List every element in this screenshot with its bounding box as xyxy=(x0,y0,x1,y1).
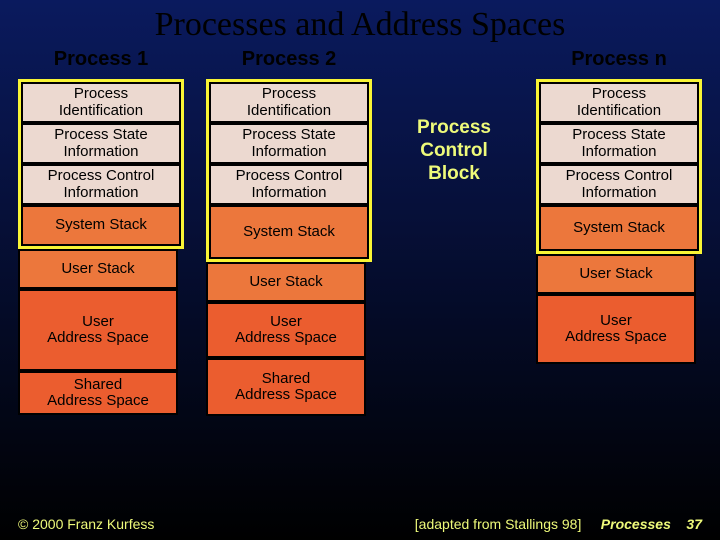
diagram-block: Process ControlInformation xyxy=(539,164,699,205)
footer-right: [adapted from Stallings 98] Processes 37 xyxy=(415,516,702,532)
diagram-block: Process StateInformation xyxy=(209,123,369,164)
diagram-block: User Stack xyxy=(206,262,366,302)
diagram-block: Process StateInformation xyxy=(539,123,699,164)
diagram-block: ProcessIdentification xyxy=(21,82,181,123)
diagram-block: User Stack xyxy=(18,249,178,289)
process-stack: ProcessIdentificationProcess StateInform… xyxy=(18,79,184,415)
footer-page-number: 37 xyxy=(686,516,702,532)
process-stack: ProcessIdentificationProcess StateInform… xyxy=(206,79,372,416)
column-header: Process 2 xyxy=(242,48,337,71)
pcb-group: ProcessIdentificationProcess StateInform… xyxy=(536,79,702,254)
process-stack: ProcessIdentificationProcess StateInform… xyxy=(536,79,702,364)
process-column: Process n ProcessIdentificationProcess St… xyxy=(536,48,702,416)
process-column: Process 1 ProcessIdentificationProcess St… xyxy=(18,48,184,416)
pcb-label: ProcessControlBlock xyxy=(417,117,491,185)
diagram-block: SharedAddress Space xyxy=(18,371,178,415)
diagram-block: System Stack xyxy=(209,205,369,259)
diagram-block: SharedAddress Space xyxy=(206,358,366,416)
diagram-block: ProcessIdentification xyxy=(209,82,369,123)
diagram-block: ProcessIdentification xyxy=(539,82,699,123)
column-header: Process n xyxy=(571,48,667,71)
process-column: Process 2 ProcessIdentificationProcess St… xyxy=(206,48,372,416)
diagram-block: Process ControlInformation xyxy=(209,164,369,205)
column-header: Process 1 xyxy=(54,48,149,71)
diagram-block: UserAddress Space xyxy=(536,294,696,364)
diagram-block: UserAddress Space xyxy=(18,289,178,371)
footer-section-label: Processes xyxy=(601,516,671,532)
pcb-group: ProcessIdentificationProcess StateInform… xyxy=(206,79,372,262)
slide: Processes and Address Spaces Process 1Pr… xyxy=(0,0,720,540)
diagram-block: Process ControlInformation xyxy=(21,164,181,205)
pcb-label-column: ProcessControlBlock xyxy=(394,48,514,416)
diagram-block: UserAddress Space xyxy=(206,302,366,358)
diagram-block: System Stack xyxy=(21,205,181,246)
diagram-block: System Stack xyxy=(539,205,699,251)
footer-copyright: © 2000 Franz Kurfess xyxy=(18,516,154,532)
pcb-group: ProcessIdentificationProcess StateInform… xyxy=(18,79,184,249)
footer-citation: [adapted from Stallings 98] xyxy=(415,516,582,532)
diagram-block: Process StateInformation xyxy=(21,123,181,164)
columns-container: Process 1ProcessIdentificationProcess St… xyxy=(0,48,720,416)
slide-title: Processes and Address Spaces xyxy=(0,0,720,48)
diagram-block: User Stack xyxy=(536,254,696,294)
